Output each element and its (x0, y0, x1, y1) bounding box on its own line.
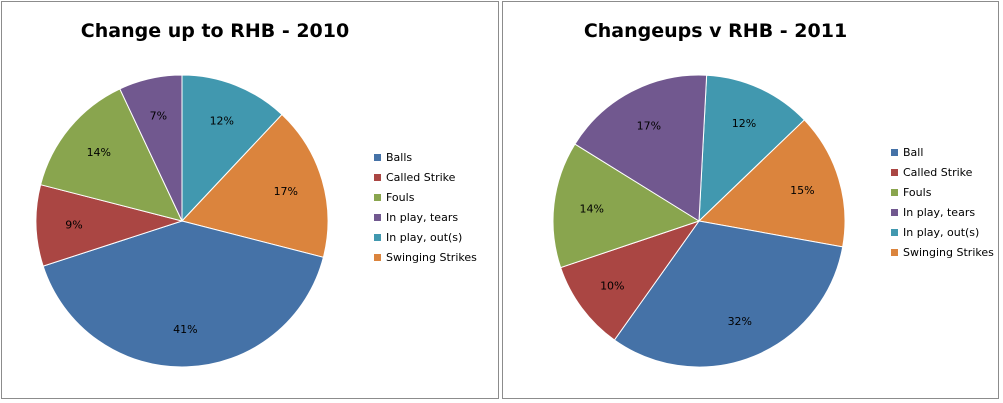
data-label: 10% (600, 279, 624, 292)
pie-chart-2011: 12% 15% 32% 10% 14% 17% (552, 74, 846, 368)
legend-2011: Ball Called Strike Fouls In play, tears In p… (891, 143, 994, 263)
data-label: 14% (579, 203, 603, 216)
pie-slice-in-play-tears (574, 74, 708, 222)
legend-label: In play, out(s) (386, 231, 463, 244)
legend-label: In play, tears (903, 206, 976, 219)
legend-swatch (891, 188, 898, 196)
data-label: 7% (150, 110, 167, 123)
chart-title: Changeups v RHB - 2011 (583, 20, 848, 42)
legend-item: In play, tears (374, 208, 477, 228)
legend-swatch (374, 193, 381, 201)
legend-item: Called Strike (374, 168, 477, 188)
pie-slice-fouls (552, 143, 701, 269)
data-label: 41% (173, 323, 197, 336)
chart-panel-2011: Changeups v RHB - 2011 12% 15% 32% 10% 14% 17… (502, 1, 999, 399)
legend-swatch (374, 213, 381, 221)
legend-item: Fouls (891, 183, 994, 203)
legend-item: In play, tears (891, 203, 994, 223)
legend-item: Called Strike (891, 163, 994, 183)
legend-item: Balls (374, 148, 477, 168)
legend-label: Swinging Strikes (386, 251, 477, 264)
pie-slice-called-strike (35, 184, 184, 267)
legend-swatch (891, 248, 898, 256)
legend-item: Fouls (374, 188, 477, 208)
legend-swatch (374, 153, 381, 161)
chart-title: Change up to RHB - 2010 (80, 20, 350, 42)
legend-2010: Balls Called Strike Fouls In play, tears In … (374, 148, 477, 268)
legend-label: Swinging Strikes (903, 246, 994, 259)
pie-slice-swinging-strikes (697, 119, 846, 248)
legend-swatch (374, 233, 381, 241)
legend-swatch (891, 208, 898, 216)
pie-slice-swinging-strikes (181, 113, 329, 258)
legend-swatch (891, 168, 898, 176)
pie-chart-2010: 12% 17% 41% 9% 14% 7% (35, 74, 329, 368)
data-label: 14% (87, 146, 111, 159)
pie-slice-balls (42, 220, 325, 368)
legend-label: Fouls (386, 191, 415, 204)
data-label: 9% (65, 218, 82, 231)
pie-slice-ball (613, 220, 844, 368)
legend-item: In play, out(s) (891, 223, 994, 243)
legend-swatch (374, 253, 381, 261)
legend-swatch (891, 148, 898, 156)
legend-item: In play, out(s) (374, 228, 477, 248)
legend-label: Called Strike (903, 166, 973, 179)
legend-label: Called Strike (386, 171, 456, 184)
legend-label: Balls (386, 151, 413, 164)
data-label: 12% (210, 115, 234, 128)
data-label: 17% (274, 185, 298, 198)
legend-item: Ball (891, 143, 994, 163)
legend-label: Fouls (903, 186, 932, 199)
legend-label: In play, out(s) (903, 226, 980, 239)
data-label: 12% (732, 117, 756, 130)
legend-swatch (374, 173, 381, 181)
data-label: 17% (637, 119, 661, 132)
data-label: 15% (790, 184, 814, 197)
pie-slice-fouls (39, 88, 183, 222)
pie-slice-in-play-tears (119, 74, 183, 222)
legend-item: Swinging Strikes (374, 248, 477, 268)
legend-item: Swinging Strikes (891, 243, 994, 263)
legend-swatch (891, 228, 898, 236)
pie-slice-in-play-out-s (698, 74, 806, 223)
data-label: 32% (728, 315, 752, 328)
legend-label: In play, tears (386, 211, 459, 224)
pie-slice-called-strike (559, 220, 701, 341)
chart-panel-2010: Change up to RHB - 2010 12% 17% 41% 9% 14% 7%… (1, 1, 499, 399)
pie-slice-in-play-out-s (181, 74, 283, 223)
legend-label: Ball (903, 146, 924, 159)
